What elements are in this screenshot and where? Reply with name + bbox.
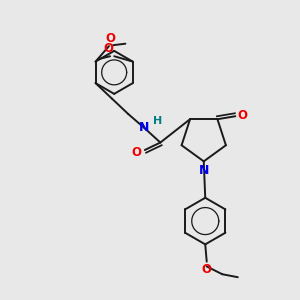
Text: O: O <box>105 32 115 45</box>
Text: H: H <box>153 116 162 126</box>
Text: O: O <box>103 42 113 55</box>
Text: N: N <box>199 164 209 177</box>
Text: O: O <box>131 146 141 159</box>
Text: O: O <box>202 263 212 276</box>
Text: N: N <box>139 121 149 134</box>
Text: O: O <box>238 109 248 122</box>
